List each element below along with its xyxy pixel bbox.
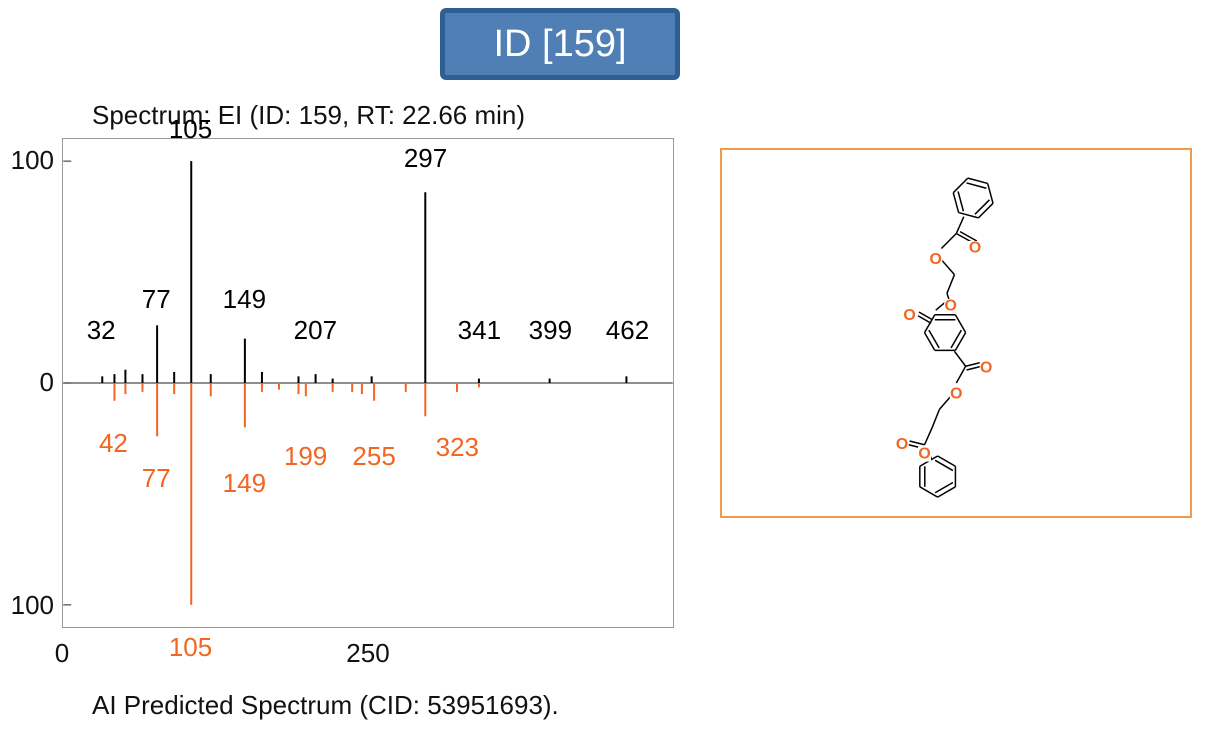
measured-peak-label: 399 bbox=[520, 315, 580, 346]
y-tick-label: 0 bbox=[2, 367, 54, 398]
svg-text:O: O bbox=[896, 436, 908, 453]
y-tick-label: 100 bbox=[2, 590, 54, 621]
predicted-peak-label: 199 bbox=[276, 441, 336, 472]
x-tick-label: 0 bbox=[32, 638, 92, 669]
measured-peak-label: 462 bbox=[597, 315, 657, 346]
structure-svg: OOOOOOOO bbox=[810, 155, 1103, 510]
svg-text:O: O bbox=[950, 386, 962, 403]
figure-root: ID [159] Spectrum: EI (ID: 159, RT: 22.6… bbox=[0, 0, 1208, 748]
predicted-peak-label: 105 bbox=[161, 632, 221, 663]
spectrum-title: Spectrum: EI (ID: 159, RT: 22.66 min) bbox=[92, 100, 525, 131]
measured-peak-label: 207 bbox=[285, 315, 345, 346]
measured-peak-label: 149 bbox=[214, 284, 274, 315]
predicted-peak-label: 323 bbox=[427, 432, 487, 463]
id-badge-text: ID [159] bbox=[493, 23, 626, 66]
y-tick-label: 100 bbox=[2, 145, 54, 176]
svg-text:O: O bbox=[969, 240, 981, 257]
measured-peak-label: 105 bbox=[161, 114, 221, 145]
predicted-peak-label: 77 bbox=[126, 463, 186, 494]
id-badge: ID [159] bbox=[440, 8, 680, 80]
measured-peak-label: 32 bbox=[71, 315, 131, 346]
predicted-peak-label: 149 bbox=[214, 468, 274, 499]
x-tick-label: 250 bbox=[338, 638, 398, 669]
spectrum-svg bbox=[63, 139, 673, 627]
svg-text:O: O bbox=[944, 298, 956, 315]
svg-text:O: O bbox=[929, 251, 941, 268]
measured-peak-label: 297 bbox=[396, 143, 456, 174]
spectrum-plot bbox=[62, 138, 674, 628]
measured-peak-label: 341 bbox=[449, 315, 509, 346]
svg-text:O: O bbox=[903, 307, 915, 324]
predicted-peak-label: 42 bbox=[83, 428, 143, 459]
svg-text:O: O bbox=[918, 446, 930, 463]
predicted-peak-label: 255 bbox=[344, 441, 404, 472]
spectrum-subtitle: AI Predicted Spectrum (CID: 53951693). bbox=[92, 690, 559, 721]
svg-text:O: O bbox=[980, 360, 992, 377]
structure-panel: OOOOOOOO bbox=[720, 148, 1192, 518]
measured-peak-label: 77 bbox=[126, 284, 186, 315]
